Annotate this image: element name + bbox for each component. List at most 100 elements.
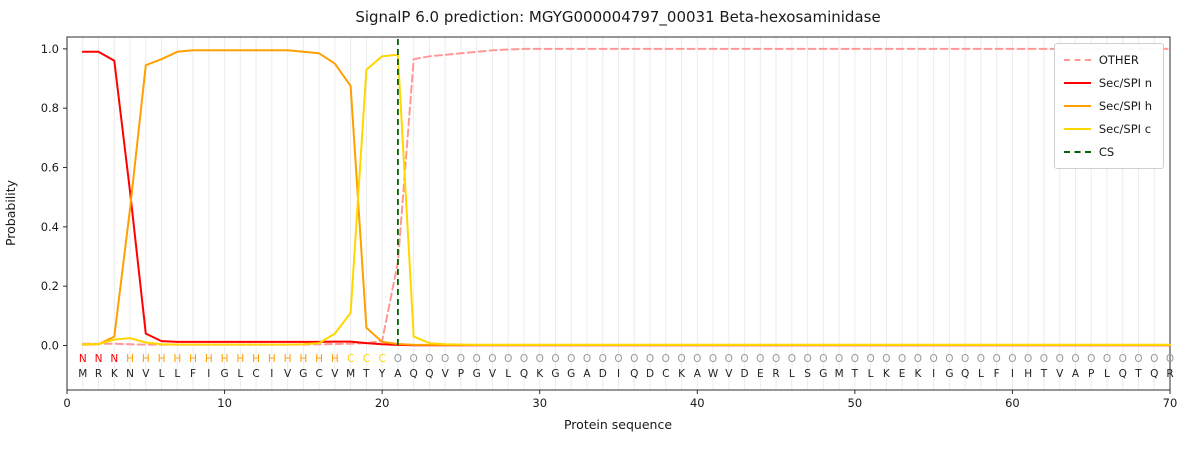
- sequence-letter: A: [583, 368, 591, 380]
- region-letter: O: [1056, 353, 1064, 365]
- sequence-letter: D: [741, 368, 749, 380]
- sequence-letter: I: [932, 368, 935, 380]
- region-letter: H: [236, 353, 244, 365]
- x-tick-label: 70: [1163, 396, 1178, 410]
- sequence-letter: T: [1134, 368, 1142, 380]
- sequence-letter: A: [394, 368, 402, 380]
- region-letter: O: [788, 353, 796, 365]
- sequence-letter: G: [221, 368, 229, 380]
- region-letter: O: [1008, 353, 1016, 365]
- legend-line-sample-cs: [1063, 151, 1091, 153]
- sequence-letter: N: [126, 368, 134, 380]
- y-tick-label: 0.6: [41, 161, 59, 175]
- sequence-letter: P: [1088, 368, 1094, 380]
- sequence-letter: Q: [1119, 368, 1127, 380]
- series-line-sec-spi-c: [81, 53, 1171, 346]
- region-letter: O: [709, 353, 717, 365]
- y-tick-label: 0.0: [41, 339, 59, 353]
- legend-item-cs: CS: [1063, 143, 1152, 161]
- region-letter: O: [488, 353, 496, 365]
- sequence-letter: K: [883, 368, 891, 380]
- region-letter: H: [142, 353, 150, 365]
- region-letter: O: [725, 353, 733, 365]
- x-axis-label: Protein sequence: [564, 417, 672, 432]
- region-letter: H: [315, 353, 323, 365]
- sequence-letter: M: [346, 368, 355, 380]
- series-line-sec-spi-n: [81, 50, 1171, 347]
- region-letter: H: [205, 353, 213, 365]
- region-letter: O: [425, 353, 433, 365]
- region-letter: H: [189, 353, 197, 365]
- y-tick-label: 0.8: [41, 101, 59, 115]
- sequence-letter: V: [442, 368, 450, 380]
- region-letter: O: [1150, 353, 1158, 365]
- region-letter: O: [945, 353, 953, 365]
- region-letter: O: [410, 353, 418, 365]
- legend-line-sample-other: [1063, 59, 1091, 61]
- sequence-letter: W: [708, 368, 719, 380]
- sequence-letter: V: [725, 368, 733, 380]
- region-letter: H: [126, 353, 134, 365]
- sequence-letter: M: [78, 368, 87, 380]
- x-tick-label: 30: [532, 396, 547, 410]
- sequence-letter: L: [978, 368, 984, 380]
- y-axis-label: Probability: [3, 179, 18, 246]
- legend-label-other: OTHER: [1098, 53, 1139, 67]
- region-letter: O: [1119, 353, 1127, 365]
- chart-layer: 0 10 20 30 40 50 60 700.00.20.40.60.81.0NMNRNKH…: [41, 36, 1178, 410]
- region-letter: O: [473, 353, 481, 365]
- region-letter: O: [520, 353, 528, 365]
- region-letter: O: [536, 353, 544, 365]
- sequence-letter: Q: [520, 368, 528, 380]
- sequence-letter: K: [678, 368, 686, 380]
- sequence-letter: V: [284, 368, 292, 380]
- series-line-other: [81, 47, 1171, 346]
- sequence-letter: Q: [425, 368, 433, 380]
- legend-line-sample-sec-spi-h: [1063, 105, 1091, 107]
- legend-line-sample-sec-spi-n: [1063, 82, 1091, 84]
- region-letter: O: [646, 353, 654, 365]
- y-tick-label: 1.0: [41, 42, 59, 56]
- sequence-letter: R: [95, 368, 102, 380]
- region-letter: H: [252, 353, 260, 365]
- region-letter: O: [1166, 353, 1174, 365]
- sequence-letter: Q: [1150, 368, 1158, 380]
- region-letter: O: [993, 353, 1001, 365]
- region-letter: O: [677, 353, 685, 365]
- legend-label-cs: CS: [1098, 145, 1115, 159]
- sequence-letter: K: [536, 368, 544, 380]
- region-letter: O: [803, 353, 811, 365]
- x-tick-label: 50: [848, 396, 863, 410]
- sequence-letter: L: [174, 368, 180, 380]
- sequence-letter: E: [757, 368, 764, 380]
- region-letter: O: [882, 353, 890, 365]
- region-letter: O: [599, 353, 607, 365]
- sequence-letter: G: [819, 368, 827, 380]
- legend-item-other: OTHER: [1063, 51, 1152, 69]
- region-letter: O: [1103, 353, 1111, 365]
- sequence-letter: T: [362, 368, 370, 380]
- region-letter: O: [441, 353, 449, 365]
- region-letter: H: [331, 353, 339, 365]
- sequence-letter: V: [331, 368, 339, 380]
- sequence-letter: P: [458, 368, 464, 380]
- region-letter: O: [1087, 353, 1095, 365]
- sequence-letter: L: [1104, 368, 1110, 380]
- sequence-letter: I: [617, 368, 620, 380]
- sequence-letter: K: [914, 368, 922, 380]
- sequence-letter: G: [945, 368, 953, 380]
- region-letter: O: [583, 353, 591, 365]
- sequence-letter: S: [804, 368, 811, 380]
- x-tick-label: 60: [1005, 396, 1020, 410]
- region-letter: O: [898, 353, 906, 365]
- region-letter: C: [347, 353, 354, 365]
- region-letter: O: [851, 353, 859, 365]
- region-letter: O: [930, 353, 938, 365]
- sequence-letter: L: [789, 368, 795, 380]
- sequence-letter: R: [1166, 368, 1173, 380]
- region-letter: N: [110, 353, 118, 365]
- region-letter: O: [457, 353, 465, 365]
- region-letter: O: [961, 353, 969, 365]
- x-tick-label: 40: [690, 396, 705, 410]
